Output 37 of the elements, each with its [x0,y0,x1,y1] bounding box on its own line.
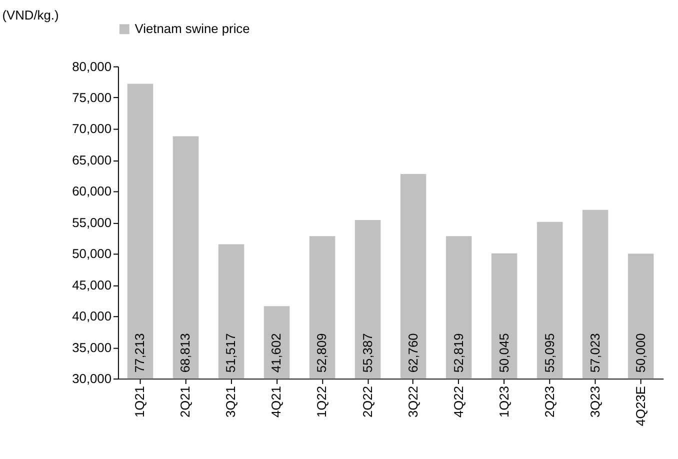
x-tick-label: 2Q21 [178,386,193,418]
text: (VND/kg.) [2,8,59,23]
x-tick-label: 4Q23E [632,386,648,426]
y-tick-label: 80,000 [72,58,112,74]
data-label: 52,819 [450,333,466,373]
y-tick-label: 45,000 [72,277,112,292]
data-label: 50,000 [632,333,648,373]
x-tick-label: 3Q22 [405,386,420,418]
y-tick-label: 30,000 [72,371,112,386]
y-tick-label: 50,000 [72,246,112,262]
data-label: 50,045 [496,333,512,373]
data-label: 41,602 [268,333,284,373]
data-label: 55,095 [542,333,557,373]
x-tick-label: 2Q22 [360,386,375,418]
x-tick-label: 1Q23 [496,386,512,418]
y-tick-label: 75,000 [72,90,112,106]
x-tick-label: 2Q23 [542,386,557,418]
data-label: 57,023 [587,333,602,373]
y-tick-label: 35,000 [72,340,112,355]
data-label: 77,213 [132,333,148,373]
y-tick-label: 60,000 [72,184,112,199]
x-tick-label: 1Q22 [314,386,330,418]
x-tick-label: 4Q21 [268,386,284,418]
y-tick-label: 40,000 [72,308,112,324]
data-label: 51,517 [223,333,238,373]
x-tick-label: 1Q21 [132,386,148,418]
x-tick-label: 3Q23 [587,386,602,418]
x-tick-label: 4Q22 [450,386,466,418]
y-tick-label: 70,000 [72,121,112,136]
data-label: 52,809 [314,333,330,373]
y-tick-label: 65,000 [72,152,112,168]
y-tick-label: 55,000 [72,214,112,230]
data-label: 62,760 [405,333,420,373]
data-label: 55,387 [360,333,375,373]
x-tick-label: 3Q21 [223,386,238,418]
data-label: 68,813 [178,333,193,373]
legend-label: Vietnam swine price [134,21,250,36]
